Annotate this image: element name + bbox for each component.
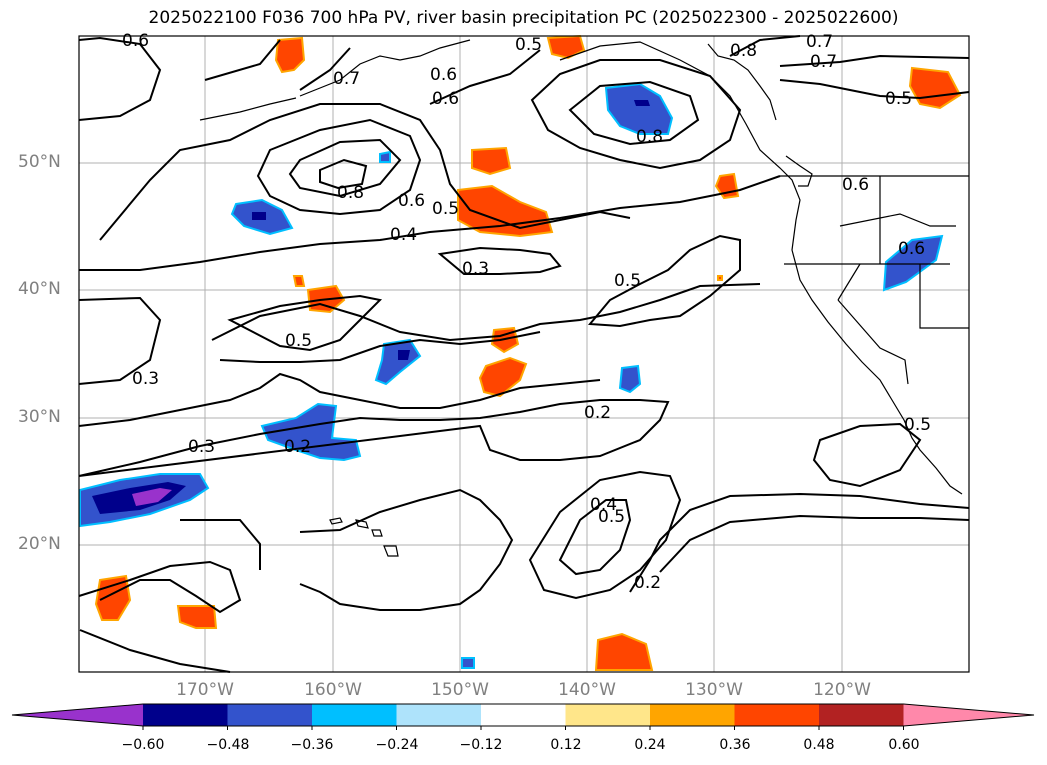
lat-label-50n: 50°N [18,152,61,172]
lon-label-130w: 130°W [685,680,743,700]
contour-label: 0.3 [132,369,159,389]
contour-label: 0.3 [462,259,489,279]
lon-label-120w: 120°W [813,680,871,700]
contour-label: 0.4 [390,225,417,245]
contour-label: 0.5 [598,507,625,527]
contour-label: 0.5 [285,331,312,351]
colorbar-tick-label: 0.60 [888,737,920,753]
colorbar-tick-label: −0.48 [206,737,250,753]
contour-label: 0.6 [398,191,425,211]
contour-label: 0.2 [584,403,611,423]
colorbar-segment [819,704,904,726]
lon-label-160w: 160°W [304,680,362,700]
lat-label-30n: 30°N [18,407,61,427]
contour-label: 0.6 [842,175,869,195]
lon-label-140w: 140°W [558,680,616,700]
contour-label: 0.5 [432,199,459,219]
colorbar-segment [143,704,228,726]
colorbar-segment [312,704,397,726]
colorbar-tick-label: 0.24 [634,737,666,753]
contour-label: 0.5 [515,35,542,55]
contour-label: 0.2 [284,437,311,457]
colorbar-segment [481,704,566,726]
colorbar-tick-label: 0.36 [719,737,751,753]
contour-label: 0.6 [432,89,459,109]
contour-label: 0.8 [337,183,364,203]
colorbar-segment [650,704,735,726]
map-title: 2025022100 F036 700 hPa PV, river basin … [148,8,899,28]
map-frame [78,35,970,673]
contour-label: 0.5 [885,89,912,109]
colorbar-tick-label: −0.12 [459,737,503,753]
colorbar-tick-label: −0.60 [121,737,165,753]
colorbar-tick-label: 0.12 [550,737,582,753]
lon-label-150w: 150°W [431,680,489,700]
colorbar-extend-low [12,704,143,726]
colorbar [11,703,1035,730]
contour-label: 0.5 [904,415,931,435]
contour-label: 0.8 [730,41,757,61]
lon-label-170w: 170°W [176,680,234,700]
contour-label: 0.7 [333,69,360,89]
contour-label: 0.4 [590,495,617,515]
colorbar-tick-label: 0.48 [803,737,835,753]
contour-label: 0.6 [430,65,457,85]
colorbar-segment [734,704,820,726]
colorbar-extend-high [903,704,1034,726]
contour-label: 0.7 [806,32,833,52]
colorbar-segment [227,704,313,726]
precip-negative-areas [79,82,944,669]
colorbar-tick-label: −0.36 [290,737,334,753]
contour-label: 0.5 [614,271,641,291]
map-gridlines [79,36,969,672]
contour-label: 0.6 [122,31,149,51]
pv-contours [78,35,970,673]
contour-label: 0.3 [188,437,215,457]
contour-label: 0.2 [634,573,661,593]
contour-label: 0.7 [810,52,837,72]
colorbar-segment [565,704,651,726]
colorbar-segment [396,704,482,726]
colorbar-tick-label: −0.24 [375,737,419,753]
contour-label: 0.8 [636,127,663,147]
lat-label-20n: 20°N [18,534,61,554]
contour-label: 0.6 [898,239,925,259]
lat-label-40n: 40°N [18,279,61,299]
contour-labels: 0.6 0.5 0.7 0.8 0.7 0.6 0.6 0.5 0.8 0.7 … [122,31,931,593]
